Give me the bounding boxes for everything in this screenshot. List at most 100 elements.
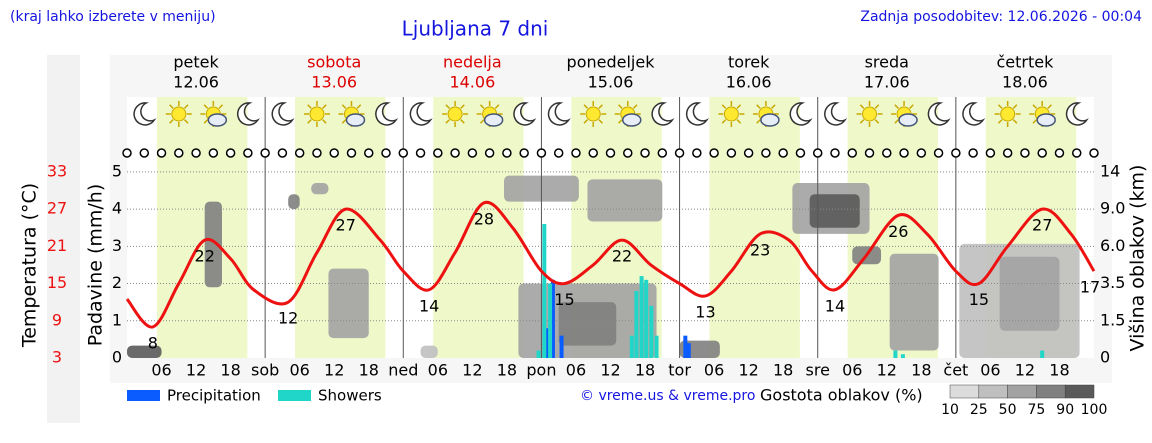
sun-ray [218,104,224,109]
x-tick-label: 18 [911,361,931,380]
cloud-cell [328,268,369,339]
day-name: sreda [865,53,909,72]
wind-calm [709,148,719,158]
shower-bar [893,350,898,358]
wind-calm [450,148,460,158]
update-time: Zadnja posodobitev: 12.06.2026 - 00:04 [860,9,1142,25]
sun-ray [859,119,865,124]
shower-bar [639,276,644,358]
sun-ray [874,104,880,109]
x-tick-label: 06 [566,361,586,380]
sun-ray [632,104,638,109]
x-tick-label: 06 [289,361,309,380]
sun-ray [203,104,209,109]
wind-calm [312,148,322,158]
y-tick-label: 2 [112,273,122,292]
moon-icon [409,102,433,126]
moon-icon [962,102,986,126]
precip-bar [545,328,550,358]
shower-bar [629,335,634,358]
sun-icon [309,106,325,122]
wind-calm [657,148,668,158]
sun-ray [494,104,500,109]
x-tick-label: pon [526,361,556,380]
temperature-label: 27 [336,216,356,235]
sun-ray [894,104,899,109]
precip-bar [686,343,691,358]
y-tick-label: 3 [112,236,122,255]
sun-ray [307,119,312,124]
moon-icon [271,102,295,126]
sun-ray [756,119,761,124]
cloud-icon [622,113,642,127]
wind-calm [381,148,391,158]
wind-calm [951,148,961,158]
wind-calm [864,148,875,158]
credit: © vreme.us & vreme.pro [580,388,755,404]
temperature-label: 15 [969,290,989,309]
x-tick-label: 18 [220,361,240,380]
y-tick-label: 4 [112,199,122,218]
cloud-scale-swatch [1007,384,1037,399]
sun-ray [183,104,189,109]
wind-calm [571,148,581,158]
cloud-cell [288,194,300,210]
shower-bar [542,224,547,358]
cloud-scale-swatch [978,384,1008,399]
wind-calm [364,148,374,158]
cloud-cell [809,194,860,228]
moon-icon [236,102,260,126]
sun-icon [447,106,463,122]
shower-bar [536,350,541,358]
wind-calm [553,148,564,158]
wind-calm [899,148,909,158]
x-tick-label: sre [806,361,830,380]
temperature-tick-label: 15 [47,273,67,292]
x-tick-label: 06 [980,361,1000,380]
menu-note: (kraj lahko izberete v meniju) [10,9,216,25]
cloud-icon [898,113,918,127]
wind-calm [1002,148,1013,158]
x-tick-label: 18 [1049,361,1069,380]
precip-bar [550,279,555,358]
moon-icon [513,102,537,126]
wind-calm [191,148,201,158]
wind-calm [243,148,253,158]
wind-calm [605,148,616,158]
y2-tick-label: 9.0 [1100,199,1125,218]
wind-calm [519,148,529,158]
temperature-label: 15 [554,290,574,309]
shower-bar [634,291,639,358]
legend-swatch [127,390,160,401]
wind-calm [761,148,771,158]
y-axis-label: Padavine (mm/h) [85,184,107,347]
sun-ray [1047,104,1052,109]
temperature-label: 12 [278,309,298,328]
cloud-icon [207,113,228,127]
wind-calm [674,148,685,158]
temperature-label: 22 [195,247,215,266]
sun-ray [756,104,761,109]
x-tick-label: 12 [738,361,758,380]
wind-calm [1071,148,1082,158]
cloud-icon [760,113,780,127]
sun-ray [479,119,485,124]
moon-icon [1065,102,1089,126]
sun-ray [169,104,174,109]
y2-tick-label: 6.0 [1100,236,1125,255]
cloud-icon [1036,113,1056,127]
sun-ray [618,119,623,124]
sun-icon [585,106,601,122]
wind-calm [329,148,339,158]
wind-calm [640,148,650,158]
wind-calm [346,148,357,158]
day-date: 15.06 [588,73,634,92]
wind-calm [933,148,944,158]
x-tick-label: 18 [359,361,379,380]
temperature-label: 14 [419,296,439,315]
wind-calm [502,148,512,158]
x-tick-label: ned [388,361,418,380]
y2-tick-label: 14 [1100,161,1120,180]
